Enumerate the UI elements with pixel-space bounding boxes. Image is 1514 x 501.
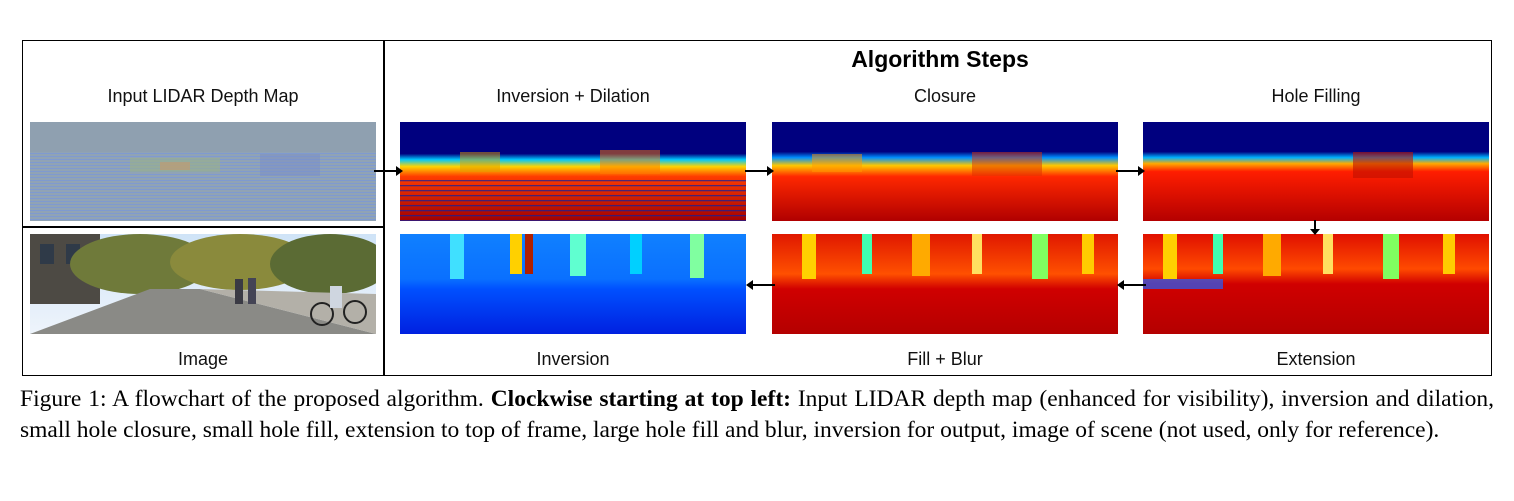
inversion-dilation-panel (400, 122, 746, 221)
arrow-left-icon (1117, 280, 1146, 290)
arrow-left-icon (746, 280, 775, 290)
algorithm-steps-title: Algorithm Steps (851, 46, 1029, 72)
closure-panel (772, 122, 1118, 221)
input-lidar-panel (30, 122, 376, 221)
arrow-right-icon (745, 166, 774, 176)
label-closure: Closure (913, 86, 977, 106)
label-extension: Extension (1276, 349, 1356, 369)
arrow-right-icon (374, 166, 403, 176)
caption-rest: Input LIDAR depth map (enhanced for visi… (20, 386, 1494, 443)
figure-caption: Figure 1: A flowchart of the proposed al… (20, 384, 1494, 446)
label-inversion: Inversion (536, 349, 610, 369)
label-image: Image (177, 349, 229, 369)
hole-filling-panel (1143, 122, 1489, 221)
arrow-right-icon (1116, 166, 1145, 176)
inversion-panel (400, 234, 746, 334)
caption-bold: Clockwise starting at top left: (490, 386, 791, 412)
label-inversion-dilation: Inversion + Dilation (496, 86, 650, 106)
divider-horizontal (22, 226, 384, 228)
label-fill-blur: Fill + Blur (907, 349, 983, 369)
label-hole-filling: Hole Filling (1271, 86, 1361, 106)
divider-vertical (383, 40, 385, 376)
arrow-down-icon (1310, 220, 1320, 235)
fill-blur-panel (772, 234, 1118, 334)
caption-prefix: Figure 1: A flowchart of the proposed al… (20, 386, 484, 412)
extension-panel (1143, 234, 1489, 334)
scene-image-panel (30, 234, 376, 334)
label-input-lidar: Input LIDAR Depth Map (107, 86, 299, 106)
figure-frame (22, 40, 1492, 376)
